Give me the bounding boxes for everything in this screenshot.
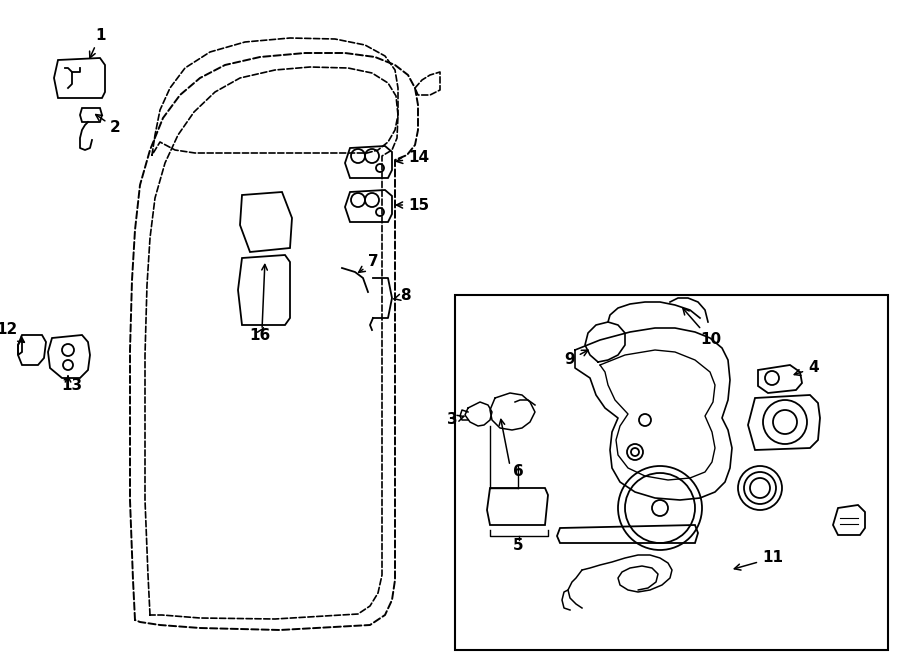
Text: 16: 16 bbox=[249, 327, 271, 342]
Text: 5: 5 bbox=[513, 537, 523, 553]
Text: 15: 15 bbox=[397, 198, 429, 212]
Text: 1: 1 bbox=[90, 28, 105, 58]
Text: 9: 9 bbox=[564, 350, 588, 368]
Text: 4: 4 bbox=[794, 360, 819, 375]
Text: 7: 7 bbox=[359, 254, 379, 272]
Text: 6: 6 bbox=[513, 465, 524, 479]
Text: 11: 11 bbox=[734, 551, 783, 570]
Text: 14: 14 bbox=[396, 151, 429, 165]
Text: 13: 13 bbox=[61, 377, 83, 393]
Text: 10: 10 bbox=[683, 309, 721, 348]
Text: 8: 8 bbox=[394, 288, 410, 303]
Bar bbox=[455, 295, 888, 650]
Text: 3: 3 bbox=[447, 412, 464, 428]
Text: 12: 12 bbox=[0, 323, 24, 342]
Text: 2: 2 bbox=[95, 114, 121, 136]
